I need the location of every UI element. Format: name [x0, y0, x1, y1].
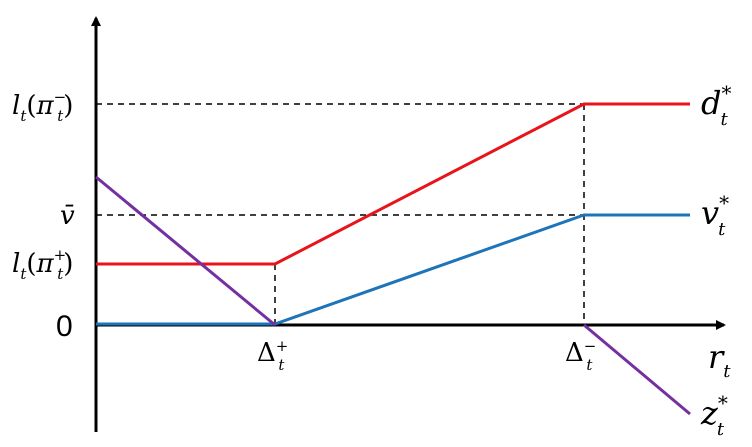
series-line-d — [96, 102, 690, 266]
xtick-delta-plus: Δ+ t — [257, 337, 288, 374]
series-label-d: d* t — [701, 81, 731, 130]
series-line-v — [96, 213, 690, 326]
x-axis-label: rt — [708, 338, 731, 382]
series-line-z-right — [583, 323, 691, 416]
ytick-lt-minus: lt(π− t) — [12, 88, 73, 125]
ytick-vbar: v̄ — [60, 201, 75, 231]
series-label-z: z* t — [700, 391, 728, 440]
xtick-delta-minus: Δ− t — [565, 337, 596, 374]
ytick-zero: 0 — [56, 310, 73, 343]
series-label-v: v* t — [701, 191, 729, 240]
series-line-z-left — [95, 175, 276, 327]
ytick-lt-plus: lt(π+ t) — [12, 246, 73, 283]
